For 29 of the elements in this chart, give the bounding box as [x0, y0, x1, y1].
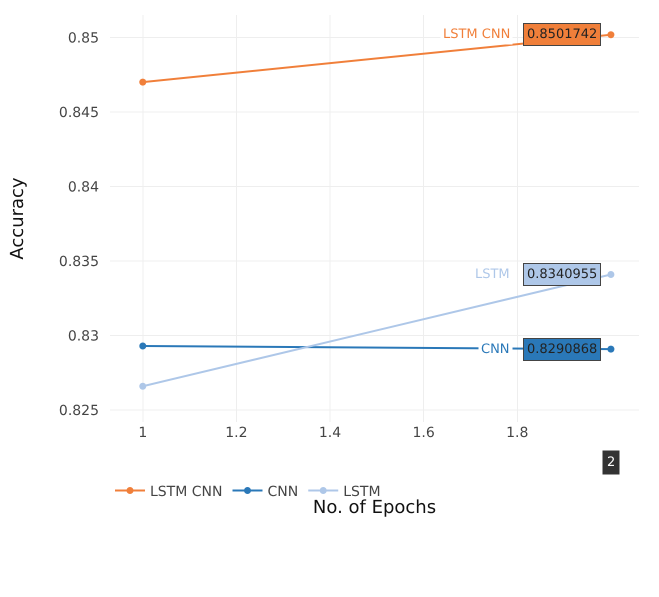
- x-tick-label: 1.6: [412, 425, 435, 441]
- y-tick-label: 0.835: [58, 254, 99, 270]
- legend-label: CNN: [268, 484, 298, 500]
- data-label: 0.8340955: [527, 267, 598, 282]
- text: LSTM CNN: [443, 27, 510, 42]
- y-tick-label: 0.83: [68, 328, 99, 344]
- text: LSTM: [475, 267, 510, 282]
- point: [607, 270, 614, 278]
- x-axis-title: No. of Epochs: [312, 497, 436, 518]
- text: CNN: [481, 342, 510, 357]
- y-tick-label: 0.85: [68, 30, 99, 46]
- y-tick-label: 0.825: [58, 402, 99, 419]
- x-tick-label: 1.4: [318, 425, 342, 441]
- data-label: 0.8501742: [527, 27, 598, 42]
- x-tick-label: 1: [138, 425, 148, 441]
- point: [607, 31, 614, 38]
- point: [139, 342, 146, 350]
- point: [607, 346, 614, 353]
- data-label: 0.8290868: [527, 342, 598, 357]
- x-tick-label: 1.2: [225, 425, 248, 441]
- text: 2: [607, 455, 616, 470]
- y-axis-title: Accuracy: [7, 177, 28, 260]
- point: [139, 382, 146, 390]
- y-tick-label: 0.845: [58, 104, 99, 121]
- legend-label: LSTM CNN: [150, 484, 222, 500]
- y-tick-label: 0.84: [68, 179, 100, 196]
- legend-label: LSTM: [343, 484, 381, 500]
- x-tick-label: 1.8: [506, 425, 528, 441]
- point: [139, 78, 146, 86]
